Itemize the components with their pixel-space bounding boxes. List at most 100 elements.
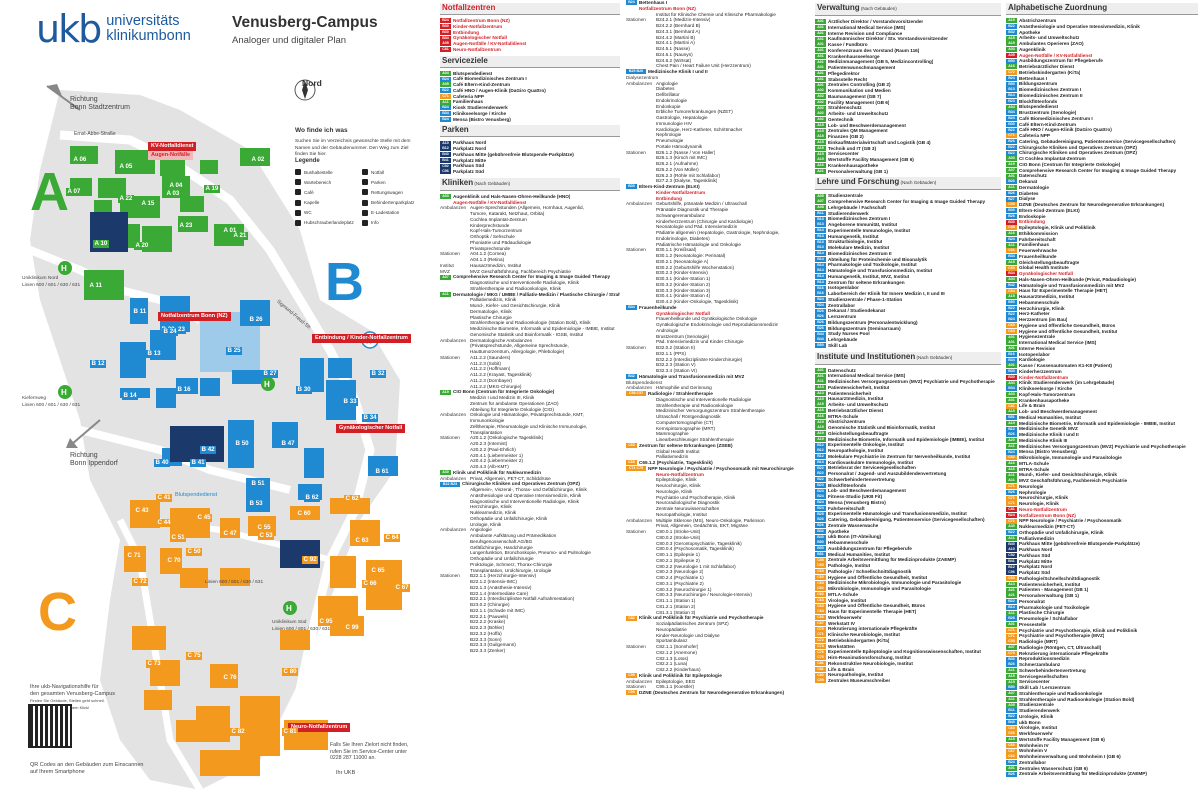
directory-entry[interactable]: B50 Hebammenschule [1006, 300, 1198, 306]
directory-entry[interactable]: A01 International Medical Service (IMS) [1006, 340, 1198, 346]
directory-entry[interactable]: Notfallzentrum Bonn (NZ) [626, 6, 808, 12]
directory-entry[interactable]: B22 Urologie, Klinik [1006, 714, 1198, 720]
directory-entry[interactable]: B51 Medical Humanities, Institut [1006, 415, 1198, 421]
building-label[interactable]: B 13 [146, 350, 163, 358]
directory-entry[interactable]: B12 Parkplatz Nord [1006, 564, 1198, 570]
directory-entry[interactable]: A01 Stabsstelle Recht [815, 77, 1001, 83]
directory-entry[interactable]: B51 Medical Humanities, Institut [815, 552, 1001, 558]
directory-entry[interactable]: B22 Herzchirurgie, Klinik [1006, 306, 1198, 312]
directory-entry[interactable]: B34 Brustzentrum (Senologie) [1006, 110, 1198, 116]
directory-entry[interactable]: Augen-Notfälle / KV-Notfalldienst [440, 200, 620, 206]
directory-entry[interactable]: C72 Betriebskindergarten (KiTa) [815, 638, 1001, 644]
directory-entry[interactable]: B22 B23 Chirurgische Kliniken und Operati… [440, 481, 620, 487]
directory-entry[interactable]: B26 Bildungszentrum (Seminarraum) [815, 326, 1001, 332]
building-label[interactable]: C 70 [166, 557, 183, 565]
directory-entry[interactable]: B22 Café HNO / Augen-Klinik (DaGiro Quatt… [1006, 127, 1198, 133]
directory-entry[interactable]: A04 Blutspendedienst [1006, 104, 1198, 110]
directory-entry[interactable]: C63 Virologie, Institut [815, 598, 1001, 604]
building-label[interactable]: B 33 [342, 398, 359, 406]
building-label[interactable]: C 67 [394, 584, 411, 592]
directory-entry[interactable]: C66 Feuerwehrwache [1006, 248, 1198, 254]
building-label[interactable]: C 73 [146, 660, 163, 668]
directory-entry[interactable]: C66 Wohnheim IV [1006, 743, 1198, 749]
directory-entry[interactable]: B24 Bettenhaus I [626, 0, 808, 6]
directory-entry[interactable]: A05 Augen-Notfälle / KV-Notfalldienst [440, 41, 620, 47]
directory-entry[interactable]: B24 Zentrallabor [1006, 760, 1198, 766]
directory-entry[interactable]: B22 Chirurgische Kliniken und Operatives … [1006, 150, 1198, 156]
directory-entry[interactable]: A04 Blutspendedienst [440, 71, 620, 77]
directory-entry[interactable]: B50 Ausbildungszentrum für Pflegeberufe [815, 546, 1001, 552]
directory-entry[interactable]: A03 Kopf-Hals-Tumorzentrum [1006, 392, 1198, 398]
directory-entry[interactable]: C71 Psychiatrie und Psychotherapie, Klini… [1006, 628, 1198, 634]
directory-entry[interactable]: A16 MTRA-Schule [815, 414, 1001, 420]
directory-entry[interactable]: B24 Studienzentrale / Phase-1-Station [815, 297, 1001, 303]
directory-entry[interactable]: B26 Dekanat [1006, 179, 1198, 185]
building-label[interactable]: A 22 [118, 195, 134, 203]
directory-entry[interactable]: C72 Betriebskindergarten (KiTa) [1006, 70, 1198, 76]
directory-entry[interactable]: A01 Interne Revision [1006, 346, 1198, 352]
directory-entry[interactable]: B22 Personalrat [1006, 599, 1198, 605]
directory-entry[interactable]: A01 Patientenwunschmanagement [815, 65, 1001, 71]
directory-entry[interactable]: B40 Parkhaus Mitte (gebührenfreie Blutspe… [440, 152, 620, 158]
building-label[interactable]: B 62 [304, 494, 321, 502]
directory-entry[interactable]: C81 Neuro-Notfallzentrum [440, 47, 620, 53]
directory-entry[interactable]: A05 Studienzentrale [1006, 702, 1198, 708]
directory-entry[interactable]: A19 Gleichstellungsbeauftragte [1006, 260, 1198, 266]
directory-entry[interactable]: B14 Zentrum für seltene Erkrankungen [815, 280, 1001, 286]
directory-entry[interactable]: A03 CI Cochlea Implantat-Zentrum [1006, 156, 1198, 162]
directory-entry[interactable]: B34 Frauenheilkunde [626, 305, 808, 311]
directory-entry[interactable]: A01 Datenschutz [1006, 173, 1198, 179]
directory-entry[interactable]: C55 C57 Radiologie / Strahlentherapie [626, 391, 808, 397]
directory-entry[interactable]: A15 Wertstoffe Facility Management (GB 6) [815, 157, 1001, 163]
directory-entry[interactable]: B13 Angeborene Immunität, Institut [815, 222, 1001, 228]
directory-entry[interactable]: B24 Bettenhaus I [1006, 76, 1198, 82]
directory-entry[interactable]: B34 Klinikseelsorge / Kirche [440, 111, 620, 117]
directory-entry[interactable]: A21 Personalverwaltung (GB 1) [815, 169, 1001, 175]
directory-entry[interactable]: B12 Molekulare Psychiatrie im Zentrum für… [815, 454, 1001, 460]
directory-entry[interactable]: B40 ukb Bonn (IT-Abteilung) [815, 534, 1001, 540]
building-label[interactable]: C 71 [126, 552, 143, 560]
directory-entry[interactable]: C95 Epileptologie, Klinik und Poliklinik [1006, 225, 1198, 231]
building-label[interactable]: C 80 [282, 668, 299, 676]
building-label[interactable]: B 24 [162, 328, 179, 336]
directory-entry[interactable]: C55 Zentrale Arbeitsvermittlung für Mediz… [815, 557, 1001, 563]
directory-entry[interactable]: A01 Patienten - Management (GB 1) [1006, 587, 1198, 593]
building-label[interactable]: C 55 [256, 524, 273, 532]
building-label[interactable]: B 32 [370, 370, 387, 378]
directory-entry[interactable]: A01 Interne Revision und Compliance [815, 31, 1001, 37]
directory-entry[interactable]: A16 Betriebsärztlicher Dienst [815, 408, 1001, 414]
directory-entry[interactable]: A10 Parkhaus Nord [440, 140, 620, 146]
directory-entry[interactable]: C65 C65.1.2 (Psychiatrie, Tagesklinik) [626, 460, 808, 466]
directory-entry[interactable]: A11 Mund-, Kiefer- und Gesichtschirurgie,… [1006, 472, 1198, 478]
directory-entry[interactable]: B14 Pharmakologie und Toxikologie [1006, 605, 1198, 611]
directory-entry[interactable]: A19 CIO Bonn (Centrum für Integrierte Onk… [1006, 162, 1198, 168]
directory-entry[interactable]: C76 Hirn-Reanimationsforschung, Institut [815, 655, 1001, 661]
directory-entry[interactable]: C60 Medizinische Mikrobiologie, Immunolog… [815, 580, 1001, 586]
directory-entry[interactable]: A08 Lehrgebäude / Fachschaft [815, 205, 1001, 211]
directory-entry[interactable]: B23 Blockflötenfonds [1006, 99, 1198, 105]
directory-entry[interactable]: B40 Parkhaus Mitte (gebührenfreie Blutspe… [1006, 541, 1198, 547]
directory-entry[interactable]: C82 Klinik und Poliklinik für Psychiatrie… [626, 615, 808, 621]
directory-entry[interactable]: C71 C75 NPP Neurologie / Psychiatrie / Ps… [626, 466, 808, 472]
directory-entry[interactable]: A11 Schwerbehindertenvertretung [1006, 668, 1198, 674]
directory-entry[interactable]: A07 Comprehensive Research Center for Ima… [1006, 168, 1198, 174]
building-label[interactable]: C 64 [384, 534, 401, 542]
building-label[interactable]: B 14 [122, 392, 139, 400]
directory-entry[interactable]: B11 Studierendenwerk [815, 211, 1001, 217]
directory-entry[interactable]: A15 Zentrales QM Management [815, 128, 1001, 134]
directory-entry[interactable]: C96 Parkplatz Süd [1006, 570, 1198, 576]
directory-entry[interactable]: A05 Café Eltern-Kind-Zentrum [440, 82, 620, 88]
directory-entry[interactable]: A05 Studienzentrale [815, 193, 1001, 199]
directory-entry[interactable]: C66 Werkfeuerwehr [1006, 731, 1198, 737]
directory-entry[interactable]: B12 Experimentelle Onkologie, Institut [815, 442, 1001, 448]
directory-entry[interactable]: A30 Klinik und Poliklinik für Nuklearmedi… [440, 470, 620, 476]
building-label[interactable]: C 65 [370, 567, 387, 575]
directory-entry[interactable]: A16 Krankenhausapotheke [815, 163, 1001, 169]
directory-entry[interactable]: A15 Technik und IT (GB 3) [815, 146, 1001, 152]
directory-entry[interactable]: B22 Café HNO / Augen-Klinik (DaGiro Quatt… [440, 88, 620, 94]
directory-entry[interactable]: A02 Facility Management (GB 6) [815, 100, 1001, 106]
directory-entry[interactable]: B16 Isotopenlabor [815, 285, 1001, 291]
directory-entry[interactable]: B22 Orthopädie und Unfallchirurgie, Klini… [1006, 530, 1198, 536]
directory-entry[interactable]: A03 Klinik Studierendenwerk (im Lehrgebäu… [1006, 380, 1198, 386]
directory-entry[interactable]: C64 Haus für Experimentelle Therapie (HET… [1006, 288, 1198, 294]
